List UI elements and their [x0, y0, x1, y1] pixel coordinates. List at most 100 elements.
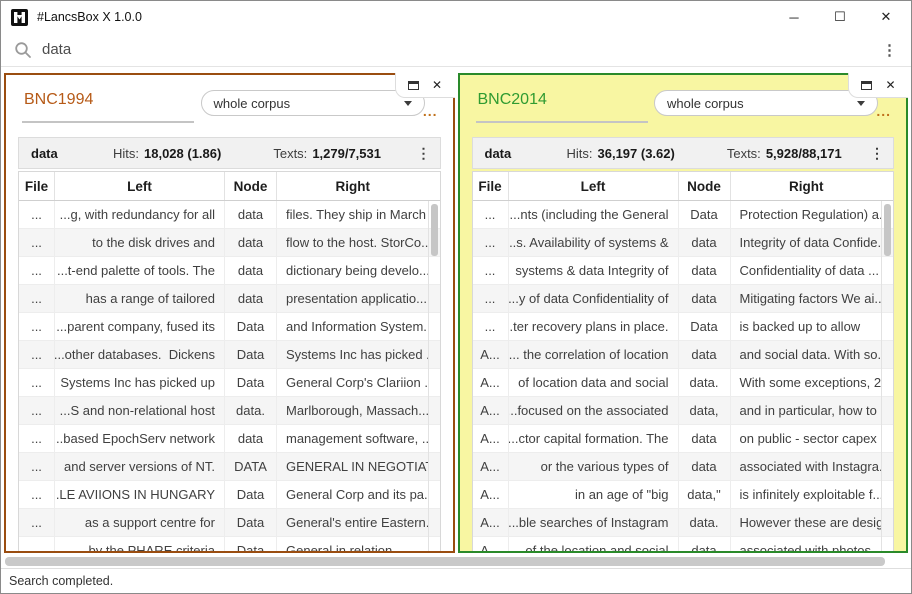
table-row[interactable]: ......LE AVIIONS IN HUNGARYDataGeneral C… — [19, 481, 440, 509]
maximize-button[interactable]: ☐ — [817, 1, 863, 33]
stats-menu-kebab-icon[interactable]: ⋮ — [417, 145, 431, 162]
table-row[interactable]: ......S and non-relational hostdata.Marl… — [19, 397, 440, 425]
corpus-tab-title[interactable]: BNC2014 — [478, 91, 547, 109]
table-row[interactable]: ......ter recovery plans in place.Datais… — [473, 313, 894, 341]
corpus-scope-value: whole corpus — [214, 96, 291, 111]
vertical-scrollbar-thumb[interactable] — [884, 204, 891, 256]
cell-left: systems & data Integrity of — [509, 257, 679, 284]
cell-left: ...ble searches of Instagram — [509, 509, 679, 536]
table-row[interactable]: ......by the PHARE criteriaDataGeneral i… — [19, 537, 440, 551]
table-row[interactable]: ...Systems Inc has picked upDataGeneral … — [19, 369, 440, 397]
cell-file: ... — [19, 201, 55, 228]
table-row[interactable]: A......ble searches of Instagramdata.How… — [473, 509, 894, 537]
table-row[interactable]: ......nts (including the GeneralDataProt… — [473, 201, 894, 229]
column-header-node[interactable]: Node — [225, 172, 277, 200]
cell-right: and Information System... — [277, 313, 429, 340]
table-row[interactable]: ......y of data Confidentiality ofdataMi… — [473, 285, 894, 313]
table-row[interactable]: ...has a range of tailoreddatapresentati… — [19, 285, 440, 313]
corpus-scope-value: whole corpus — [667, 96, 744, 111]
cell-file: ... — [19, 453, 55, 480]
cell-left: Systems Inc has picked up — [55, 369, 225, 396]
cell-file: ... — [19, 229, 55, 256]
table-row[interactable]: ......t-end palette of tools. Thedatadic… — [19, 257, 440, 285]
table-row[interactable]: A......ctor capital formation. Thedataon… — [473, 425, 894, 453]
panel-menu-ellipsis-icon[interactable]: ... — [423, 103, 438, 119]
table-row[interactable]: ...and server versions of NT.DATAGENERAL… — [19, 453, 440, 481]
column-header-file[interactable]: File — [473, 172, 509, 200]
close-button[interactable]: ✕ — [863, 1, 909, 33]
cell-right: presentation applicatio... — [277, 285, 429, 312]
vertical-scrollbar-thumb[interactable] — [431, 204, 438, 256]
corpus-scope-dropdown[interactable]: whole corpus — [201, 90, 425, 116]
hits-stat: Hits: 18,028 (1.86) — [113, 146, 221, 161]
table-row[interactable]: A...... the correlation of locationdataa… — [473, 341, 894, 369]
panel-menu-ellipsis-icon[interactable]: ... — [876, 103, 891, 119]
cell-left: ...ctor capital formation. The — [509, 425, 679, 452]
cell-right: However these are desig... — [731, 509, 883, 536]
table-row[interactable]: ...as a support centre forDataGeneral's … — [19, 509, 440, 537]
table-row[interactable]: ......g, with redundancy for alldatafile… — [19, 201, 440, 229]
column-header-left[interactable]: Left — [55, 172, 225, 200]
search-input[interactable]: data — [42, 41, 71, 58]
search-menu-kebab-icon[interactable]: ⋮ — [882, 41, 897, 59]
column-header-right[interactable]: Right — [277, 172, 429, 200]
horizontal-scrollbar[interactable] — [5, 557, 907, 567]
search-bar[interactable]: data ⋮ — [1, 33, 911, 67]
column-header-right[interactable]: Right — [731, 172, 883, 200]
maximize-panel-icon[interactable] — [408, 81, 419, 90]
stats-bar: data Hits: 18,028 (1.86) Texts: 1,279/7,… — [18, 137, 441, 169]
cell-node: data. — [679, 509, 731, 536]
cell-left: and server versions of NT. — [55, 453, 225, 480]
panel-window-controls: ✕ — [848, 73, 908, 98]
window-controls: ─ ☐ ✕ — [771, 1, 911, 33]
panel-header: BNC2014 whole corpus ✕ ... — [460, 75, 907, 135]
column-header-node[interactable]: Node — [679, 172, 731, 200]
table-row[interactable]: ......s. Availability of systems &dataIn… — [473, 229, 894, 257]
node-word: data — [485, 146, 557, 161]
cell-node: Data — [225, 481, 277, 508]
cell-right: GENERAL IN NEGOTIAT... — [277, 453, 429, 480]
cell-file: A... — [473, 537, 509, 551]
corpus-tab-title[interactable]: BNC1994 — [24, 91, 93, 109]
table-row[interactable]: ...systems & data Integrity ofdataConfid… — [473, 257, 894, 285]
cell-right: is backed up to allow — [731, 313, 883, 340]
cell-file: A... — [473, 425, 509, 452]
table-row[interactable]: ......based EpochServ networkdatamanagem… — [19, 425, 440, 453]
cell-right: and in particular, how to — [731, 397, 883, 424]
table-row[interactable]: A...in an age of "bigdata,"is infinitely… — [473, 481, 894, 509]
chevron-down-icon — [857, 101, 865, 106]
cell-file: ... — [19, 509, 55, 536]
texts-stat: Texts: 5,928/88,171 — [727, 146, 842, 161]
stats-menu-kebab-icon[interactable]: ⋮ — [870, 145, 884, 162]
stats-bar: data Hits: 36,197 (3.62) Texts: 5,928/88… — [472, 137, 895, 169]
cell-right: management software, ... — [277, 425, 429, 452]
cell-left: ... the correlation of location — [509, 341, 679, 368]
texts-value: 1,279/7,531 — [312, 146, 381, 161]
column-header-left[interactable]: Left — [509, 172, 679, 200]
vertical-scrollbar[interactable] — [881, 201, 882, 551]
cell-left: has a range of tailored — [55, 285, 225, 312]
table-row[interactable]: A...or the various types ofdataassociate… — [473, 453, 894, 481]
close-panel-icon[interactable]: ✕ — [885, 79, 895, 91]
cell-right: on public - sector capex ... — [731, 425, 883, 452]
cell-left: ...based EpochServ network — [55, 425, 225, 452]
table-row[interactable]: ...to the disk drives anddataflow to the… — [19, 229, 440, 257]
table-row[interactable]: ......other databases. DickensDataSystem… — [19, 341, 440, 369]
maximize-panel-icon[interactable] — [861, 81, 872, 90]
minimize-button[interactable]: ─ — [771, 1, 817, 33]
hits-label: Hits: — [567, 146, 593, 161]
corpus-scope-dropdown[interactable]: whole corpus — [654, 90, 878, 116]
table-row[interactable]: ......parent company, fused itsDataand I… — [19, 313, 440, 341]
node-word: data — [31, 146, 103, 161]
horizontal-scrollbar-thumb[interactable] — [5, 557, 885, 566]
table-row[interactable]: A...... of the location and socialdataas… — [473, 537, 894, 551]
cell-right: associated with Instagra... — [731, 453, 883, 480]
lancsbox-logo-icon — [11, 9, 28, 26]
table-row[interactable]: A...of location data and socialdata.With… — [473, 369, 894, 397]
vertical-scrollbar[interactable] — [428, 201, 429, 551]
column-header-file[interactable]: File — [19, 172, 55, 200]
close-panel-icon[interactable]: ✕ — [432, 79, 442, 91]
cell-left: ...other databases. Dickens — [55, 341, 225, 368]
table-row[interactable]: A......focused on the associateddata,and… — [473, 397, 894, 425]
cell-node: Data — [225, 313, 277, 340]
